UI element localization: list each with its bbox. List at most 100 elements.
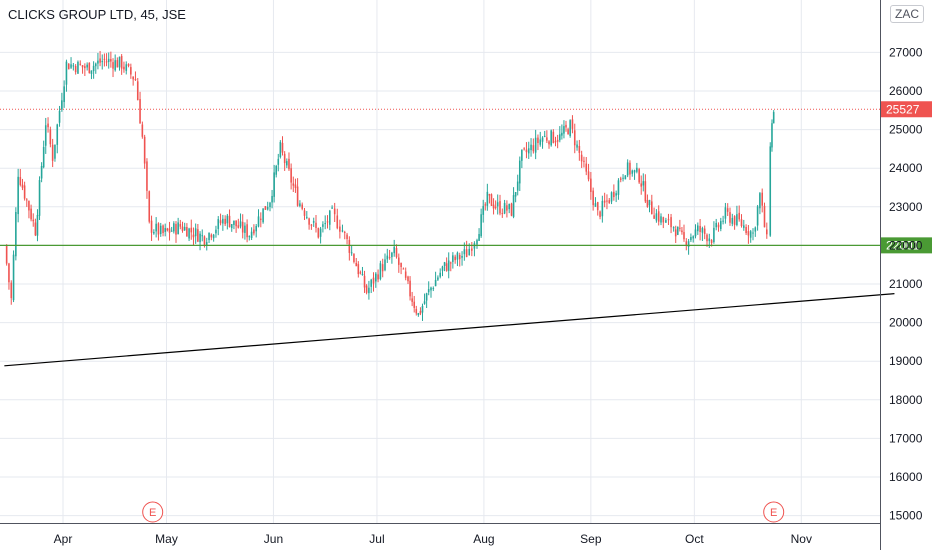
candle-body xyxy=(273,172,275,197)
candle-body xyxy=(594,203,597,207)
candle-body xyxy=(525,149,528,153)
candle-body xyxy=(508,204,510,210)
candle-body xyxy=(139,99,141,124)
currency-badge[interactable]: ZAC xyxy=(890,5,924,23)
candle-body xyxy=(655,213,658,221)
candle-body xyxy=(210,234,213,238)
candle-body xyxy=(310,224,313,226)
candle-body xyxy=(619,178,622,180)
candle-body xyxy=(651,201,653,215)
candle-body xyxy=(159,225,162,235)
candle-body xyxy=(370,279,372,287)
candle-body xyxy=(296,186,299,206)
candle-body xyxy=(503,203,506,214)
candle-body xyxy=(183,226,186,231)
candle-body xyxy=(277,158,280,165)
candle-body xyxy=(413,301,416,308)
candle-body xyxy=(537,137,539,144)
candle-body xyxy=(539,139,542,145)
candle-body xyxy=(674,229,677,237)
candle-body xyxy=(699,225,701,232)
candle-body xyxy=(569,120,571,136)
x-tick-label: Oct xyxy=(685,532,704,546)
candle-body xyxy=(315,222,317,229)
candle-body xyxy=(153,231,155,234)
candle-body xyxy=(648,199,651,206)
candle-body xyxy=(715,222,717,228)
candle-body xyxy=(679,227,681,229)
candle-body xyxy=(731,217,734,224)
candle-body xyxy=(745,227,747,234)
candle-body xyxy=(271,195,273,203)
candle-body xyxy=(710,240,713,243)
candle-body xyxy=(388,257,391,259)
candle-body xyxy=(726,208,729,212)
candle-body xyxy=(294,184,297,188)
candle-body xyxy=(754,227,757,232)
candle-body xyxy=(264,206,267,210)
candle-body xyxy=(203,236,206,245)
candle-body xyxy=(120,56,123,69)
candle-body xyxy=(752,232,754,234)
candle-body xyxy=(67,63,70,70)
candle-body xyxy=(488,194,491,196)
candle-body xyxy=(162,225,164,233)
candle-body xyxy=(576,144,578,148)
candle-body xyxy=(190,227,193,233)
candle-body xyxy=(324,223,326,225)
candle-body xyxy=(694,229,697,237)
candle-body xyxy=(681,230,683,233)
candle-body xyxy=(303,210,306,216)
candle-body xyxy=(81,65,84,68)
candle-body xyxy=(377,274,379,280)
candle-body xyxy=(434,279,437,287)
candle-body xyxy=(114,60,116,71)
candle-body xyxy=(25,199,28,201)
candle-body xyxy=(44,125,47,146)
candle-body xyxy=(290,168,292,183)
candle-body xyxy=(512,195,515,217)
candle-body xyxy=(772,112,775,124)
candle-body xyxy=(186,226,188,237)
candle-body xyxy=(51,144,54,161)
candle-body xyxy=(592,190,594,206)
candle-body xyxy=(222,218,224,224)
candle-body xyxy=(237,225,240,228)
symbol-title: CLICKS GROUP LTD, 45, JSE xyxy=(8,7,186,22)
candle-body xyxy=(112,62,114,69)
candle-body xyxy=(400,262,402,268)
candle-body xyxy=(269,202,271,208)
candle-body xyxy=(610,192,613,202)
candle-body xyxy=(766,229,768,235)
y-tick-label: 21000 xyxy=(889,277,923,291)
candle-body xyxy=(363,275,366,288)
candle-body xyxy=(685,241,688,246)
candle-body xyxy=(375,273,377,282)
candle-body xyxy=(398,257,400,265)
candle-body xyxy=(514,192,517,197)
candle-body xyxy=(606,200,608,202)
candle-body xyxy=(590,178,592,193)
candle-body xyxy=(441,266,444,271)
candle-body xyxy=(617,180,620,195)
candle-body xyxy=(561,132,563,136)
candle-body xyxy=(471,248,473,251)
candle-body xyxy=(350,252,353,254)
candle-body xyxy=(329,210,331,225)
candle-body xyxy=(687,241,690,248)
candle-body xyxy=(146,161,148,191)
candle-body xyxy=(676,226,679,235)
candle-body xyxy=(445,263,448,271)
candle-body xyxy=(357,264,360,275)
candle-body xyxy=(642,181,645,186)
candle-body xyxy=(596,202,599,211)
candle-body xyxy=(32,219,35,222)
candle-body xyxy=(599,211,601,217)
candle-body xyxy=(631,170,634,174)
candle-body xyxy=(580,154,583,162)
candle-body xyxy=(260,218,262,220)
candle-body xyxy=(736,214,738,226)
